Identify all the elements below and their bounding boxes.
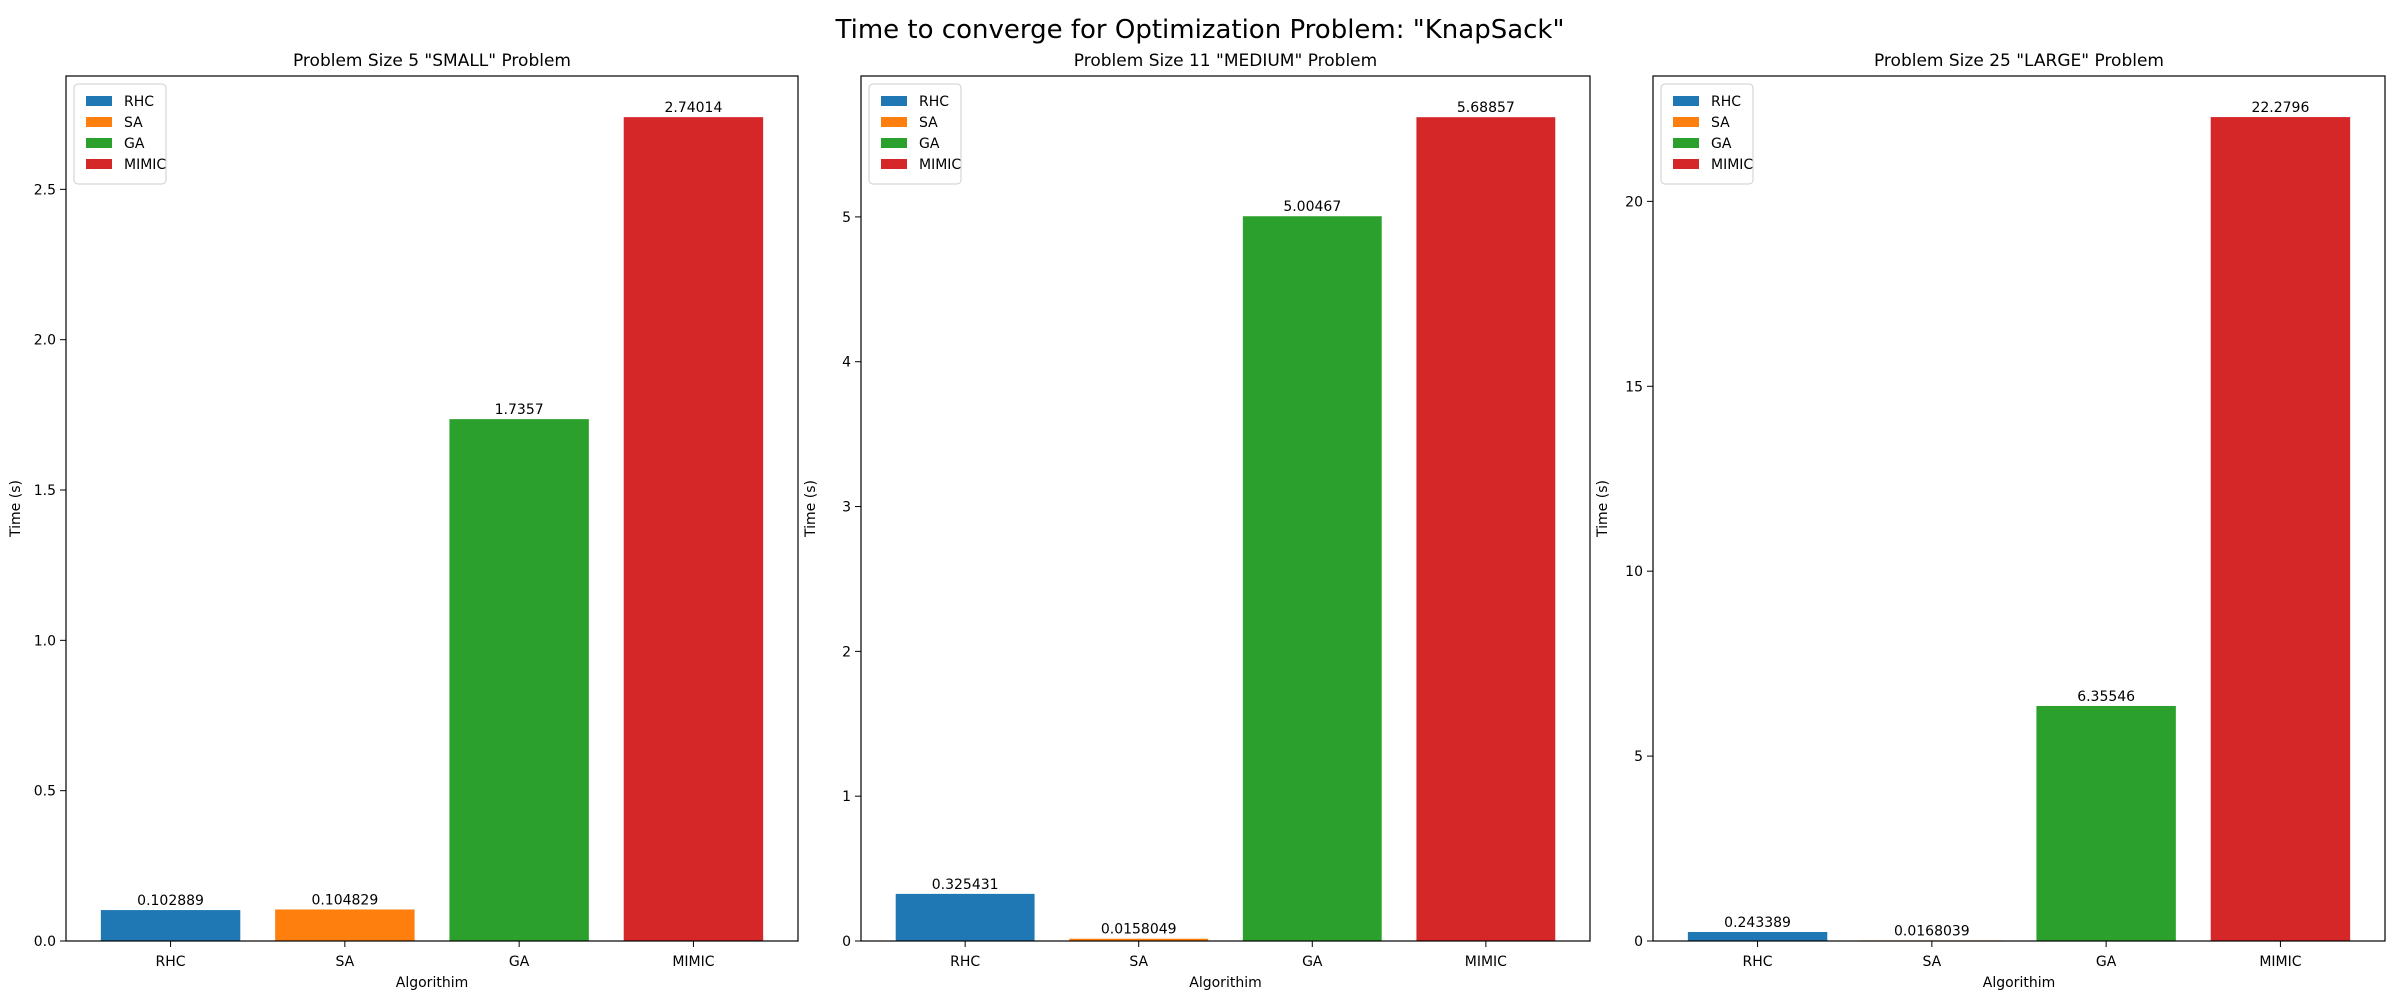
legend-swatch-rhc [86,96,112,106]
value-label-sa: 0.104829 [311,892,378,908]
y-tick-label: 1.5 [34,483,56,499]
bar-mimic [2210,117,2351,941]
bar-sa [275,909,415,941]
y-tick-label: 2 [842,644,851,660]
legend-label-rhc: RHC [124,94,154,110]
legend-swatch-rhc [881,96,907,106]
plot-frame [65,75,799,942]
y-tick-label: 1.0 [34,633,56,649]
x-tick-label: GA [1302,954,1323,970]
legend: RHC SA GA MIMIC [73,83,167,185]
legend-label-mimic: MIMIC [124,157,166,173]
legend-label-ga: GA [1711,136,1732,152]
legend-label-sa: SA [1711,115,1730,131]
legend: RHC SA GA MIMIC [1660,83,1754,185]
legend-label-sa: SA [124,115,143,131]
value-label-mimic: 22.2796 [2251,100,2309,116]
legend-label-rhc: RHC [919,94,949,110]
chart-panel-1: Problem Size 5 "SMALL" Problem 0.102889 RH… [8,51,799,991]
legend: RHC SA GA MIMIC [868,83,962,185]
value-label-ga: 6.35546 [2077,689,2135,705]
y-tick-label: 2.5 [34,182,56,198]
y-tick-label: 0.0 [34,934,56,950]
x-tick-label: RHC [156,954,186,970]
bar-mimic [623,117,764,942]
legend-swatch-ga [1673,138,1699,148]
chart-title: Problem Size 11 "MEDIUM" Problem [1074,51,1377,71]
y-tick-label: 20 [1625,194,1643,210]
bar-ga [449,419,589,941]
x-tick-label: MIMIC [1465,954,1507,970]
x-tick-label: SA [1129,954,1148,970]
y-tick-label: 0.5 [34,784,56,800]
y-tick-label: 2.0 [34,333,56,349]
legend-label-mimic: MIMIC [1711,157,1753,173]
bar-ga [1242,216,1382,942]
legend-swatch-rhc [1673,96,1699,106]
chart-title: Problem Size 5 "SMALL" Problem [293,51,571,71]
x-tick-label: GA [2096,954,2117,970]
x-tick-label: RHC [950,954,980,970]
legend-swatch-ga [86,138,112,148]
legend-label-sa: SA [919,115,938,131]
y-tick-label: 1 [842,789,851,805]
bar-rhc [1687,931,1828,941]
legend-swatch-mimic [1673,159,1699,169]
chart-panel-2: Problem Size 11 "MEDIUM" Problem 0.325431… [803,51,1591,991]
legend-label-mimic: MIMIC [919,157,961,173]
y-tick-label: 0 [1634,934,1643,950]
figure-title: Time to converge for Optimization Proble… [835,15,1565,45]
bar-ga [2036,705,2176,941]
bar-rhc [100,910,241,941]
bar-mimic [1416,117,1556,942]
y-tick-label: 3 [842,500,851,516]
value-label-sa: 0.0168039 [1894,923,1970,939]
value-label-mimic: 5.68857 [1457,100,1515,116]
x-tick-label: MIMIC [672,954,714,970]
legend-label-rhc: RHC [1711,94,1741,110]
y-axis-label: Time (s) [803,480,819,538]
value-label-mimic: 2.74014 [664,100,722,116]
legend-label-ga: GA [919,136,940,152]
plot-frame [1652,75,2386,942]
y-axis-label: Time (s) [1595,480,1611,538]
legend-label-ga: GA [124,136,145,152]
bar-sa [1069,938,1209,941]
chart-title: Problem Size 25 "LARGE" Problem [1874,51,2164,71]
value-label-ga: 1.7357 [495,402,544,418]
legend-swatch-mimic [881,159,907,169]
legend-swatch-mimic [86,159,112,169]
y-axis-label: Time (s) [8,480,24,538]
legend-swatch-sa [881,117,907,127]
legend-swatch-sa [1673,117,1699,127]
x-tick-label: RHC [1743,954,1773,970]
chart-panels: Problem Size 5 "SMALL" Problem 0.102889 RH… [8,51,2386,991]
y-tick-label: 5 [1634,749,1643,765]
value-label-ga: 5.00467 [1283,199,1341,215]
y-tick-label: 10 [1625,564,1643,580]
y-tick-label: 15 [1625,379,1643,395]
value-label-rhc: 0.243389 [1724,915,1791,931]
plot-frame [860,75,1591,942]
y-tick-label: 4 [842,355,851,371]
y-tick-label: 5 [842,210,851,226]
bar-rhc [895,893,1035,941]
legend-swatch-sa [86,117,112,127]
y-tick-label: 0 [842,934,851,950]
x-axis-label: Algorithim [1983,975,2055,991]
x-tick-label: SA [335,954,354,970]
legend-swatch-ga [881,138,907,148]
value-label-rhc: 0.102889 [137,893,204,909]
x-tick-label: MIMIC [2259,954,2301,970]
x-tick-label: SA [1922,954,1941,970]
chart-panel-3: Problem Size 25 "LARGE" Problem 0.243389 R… [1595,51,2386,991]
value-label-sa: 0.0158049 [1101,922,1177,938]
x-axis-label: Algorithim [396,975,468,991]
x-tick-label: GA [509,954,530,970]
value-label-rhc: 0.325431 [932,877,999,893]
x-axis-label: Algorithim [1189,975,1261,991]
